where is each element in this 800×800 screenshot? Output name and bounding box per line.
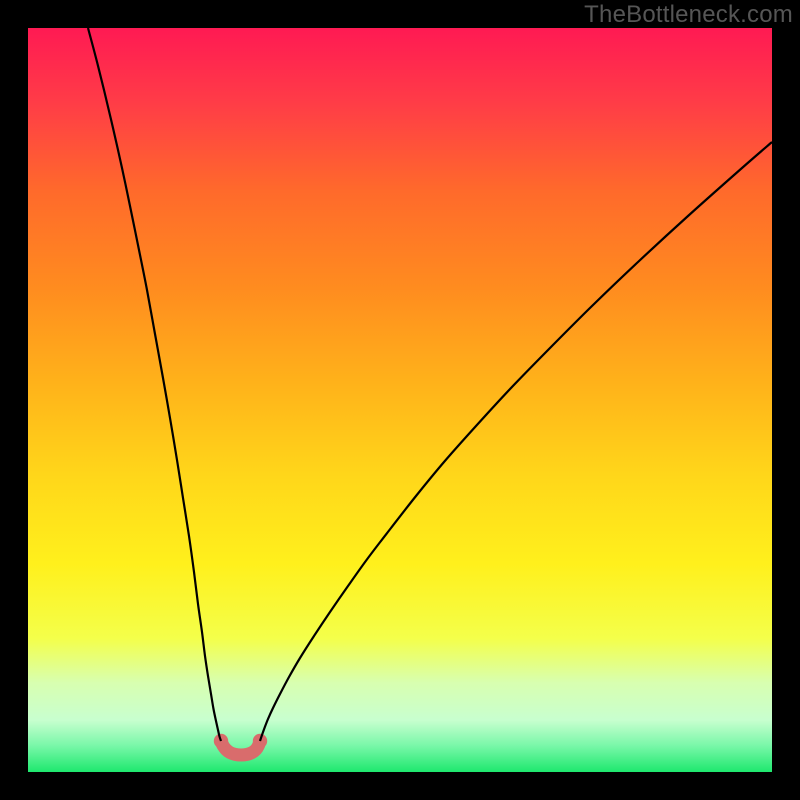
chart-frame: TheBottleneck.com — [0, 0, 800, 800]
curve-right-branch — [260, 142, 772, 741]
curve-left-branch — [88, 28, 221, 741]
attribution-text: TheBottleneck.com — [584, 1, 793, 29]
plot-area — [28, 28, 772, 772]
curve-layer — [28, 28, 772, 772]
